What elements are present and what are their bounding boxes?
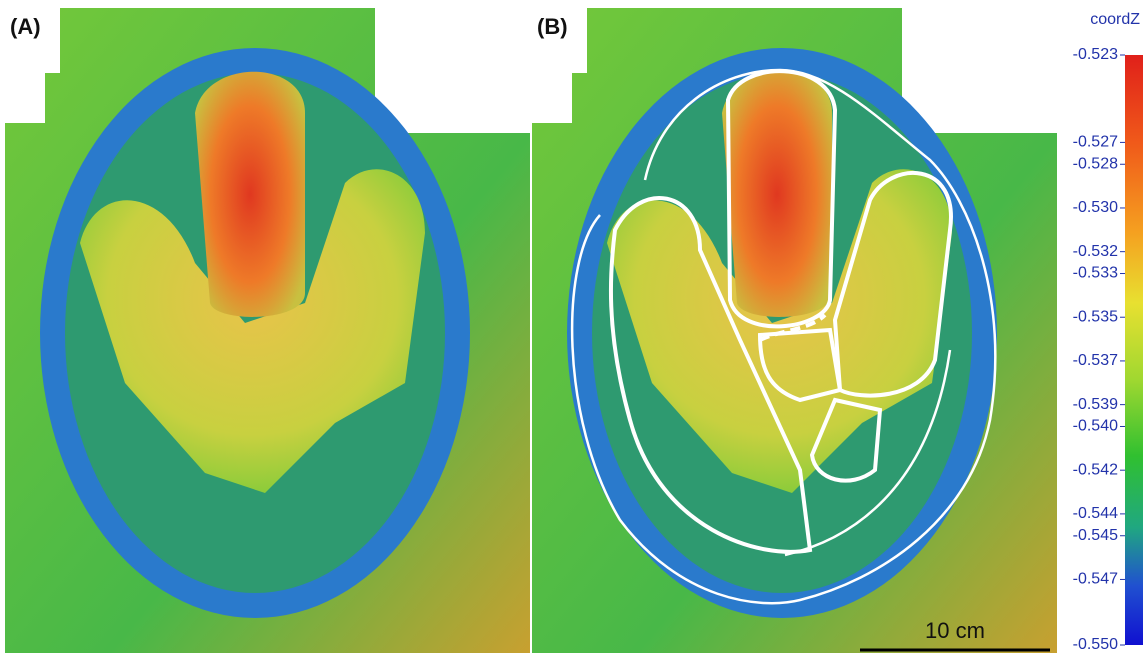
panel-label: (A) [10, 14, 41, 39]
tick-label: -0.528 [1073, 155, 1118, 172]
tick-label: -0.535 [1073, 308, 1118, 325]
colorbar-title: coordZ [1090, 11, 1140, 28]
colorbar [1125, 55, 1143, 645]
tick-label: -0.523 [1073, 46, 1118, 63]
tick-label: -0.532 [1073, 243, 1118, 260]
tick-label: -0.537 [1073, 352, 1118, 369]
tick-label: -0.539 [1073, 396, 1118, 413]
tick-label: -0.544 [1073, 505, 1118, 522]
tick-label: -0.533 [1073, 265, 1118, 282]
tick-label: -0.530 [1073, 199, 1118, 216]
tick-label: -0.547 [1073, 571, 1118, 588]
figure: (A) (B) coordZ 10 cm -0.523 -0.527 -0.528 -… [0, 0, 1144, 658]
panel-label: (B) [537, 14, 568, 39]
scale-bar-label: 10 cm [925, 618, 985, 643]
tick-label: -0.540 [1073, 418, 1118, 435]
tick-label: -0.545 [1073, 527, 1118, 544]
tick-label: -0.527 [1073, 134, 1118, 151]
tick-label: -0.550 [1073, 636, 1118, 653]
tick-label: -0.542 [1073, 461, 1118, 478]
